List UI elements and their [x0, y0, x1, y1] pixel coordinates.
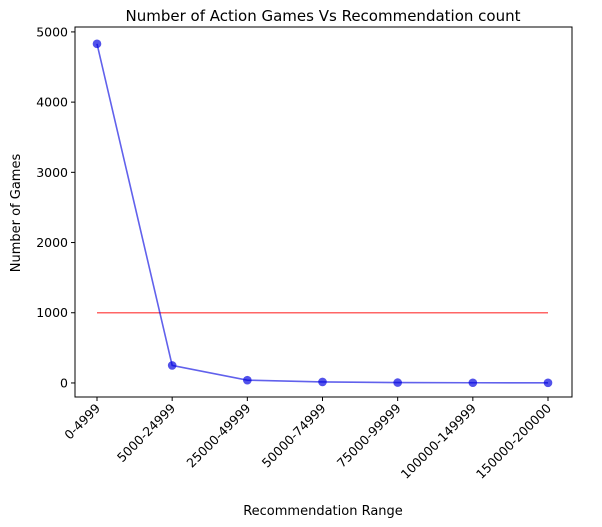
y-tick-label: 4000 — [36, 95, 68, 110]
data-point — [243, 375, 252, 385]
x-tick-label: 0-4999 — [61, 400, 103, 442]
x-tick-label: 50000-74999 — [259, 400, 329, 470]
y-tick-label: 5000 — [36, 24, 68, 39]
y-axis-label: Number of Games — [9, 154, 24, 273]
data-point — [167, 361, 177, 370]
y-tick-label: 1000 — [36, 305, 68, 320]
x-axis: 0-4999 5000-24999 25000-49999 50000-74999 75… — [61, 397, 554, 482]
chart-marks — [92, 39, 553, 388]
x-tick-label: 25000-49999 — [183, 400, 253, 470]
chart-title: Number of Action Games Vs Recommendation… — [126, 7, 521, 25]
data-point — [393, 378, 402, 387]
data-point — [468, 378, 478, 388]
data-point — [318, 377, 327, 387]
series-line — [96, 43, 549, 384]
x-tick-label: 150000-200000 — [473, 400, 554, 481]
y-tick-label: 0 — [60, 375, 68, 390]
plot-area — [74, 26, 573, 398]
x-tick-label: 100000-149999 — [398, 400, 479, 481]
data-point — [92, 39, 102, 49]
y-tick-label: 2000 — [36, 235, 68, 250]
x-tick-label: 75000-99999 — [334, 400, 404, 470]
x-tick-label: 5000-24999 — [114, 400, 178, 464]
data-point — [543, 378, 553, 388]
y-tick-label: 3000 — [36, 165, 68, 180]
x-axis-label: Recommendation Range — [243, 504, 403, 519]
y-axis: 0 1000 2000 3000 4000 5000 — [36, 24, 75, 390]
